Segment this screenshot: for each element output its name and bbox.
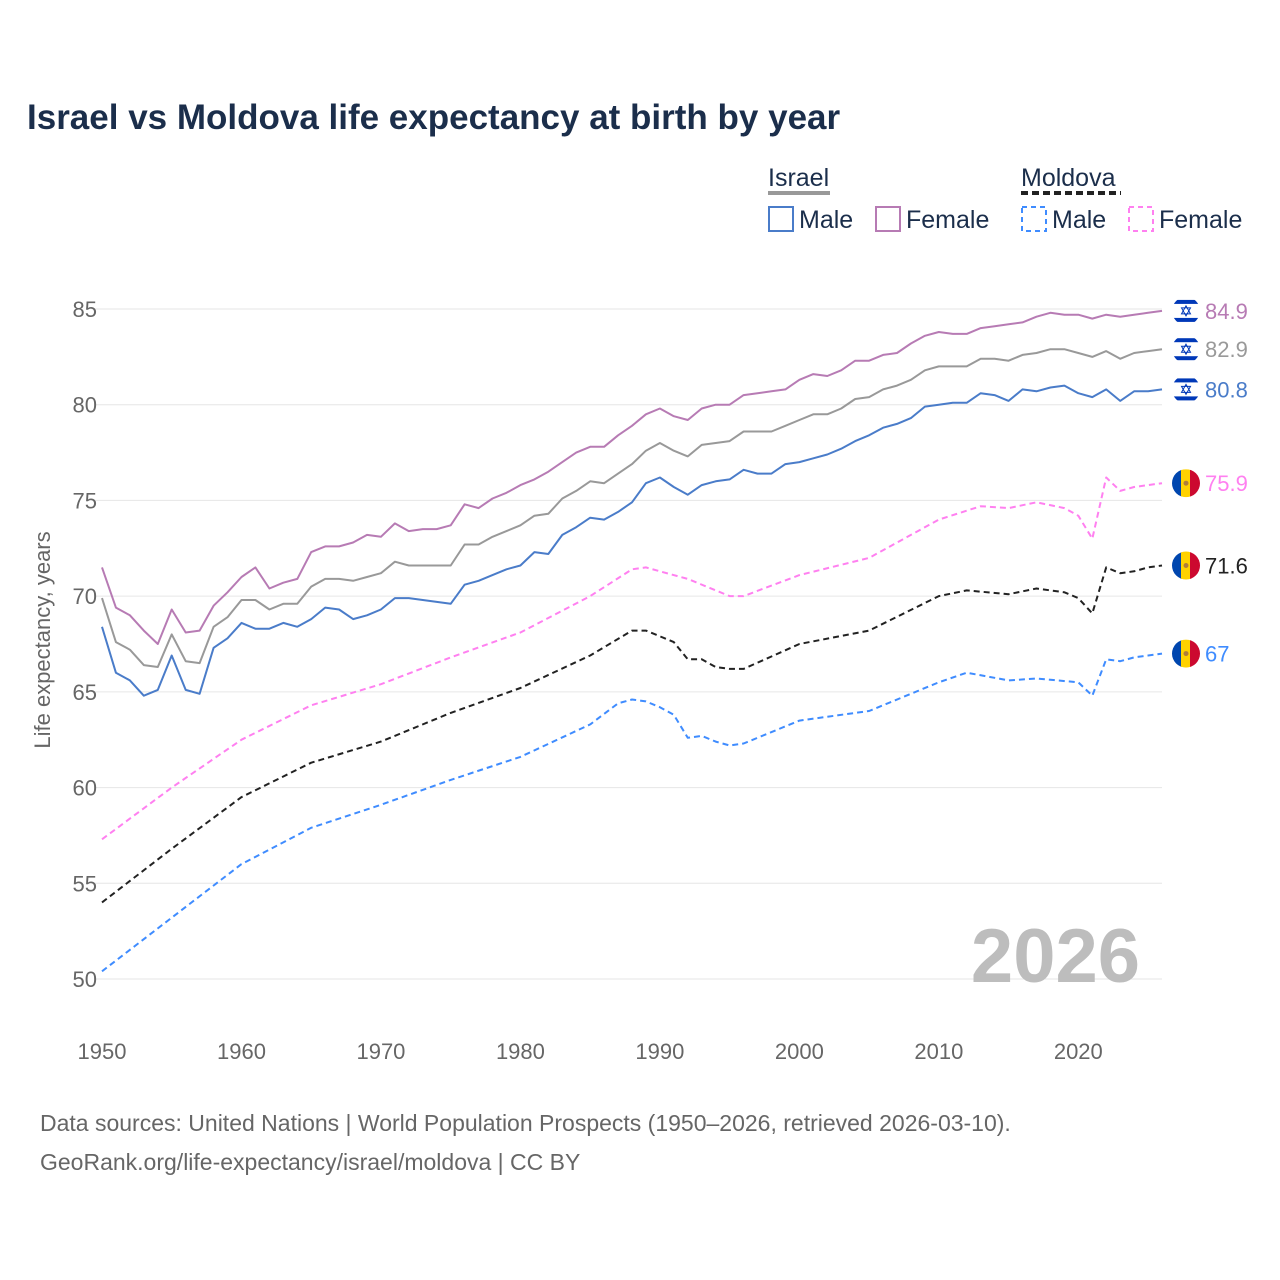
grid (95, 308, 1162, 980)
x-tick-label: 1950 (78, 1039, 127, 1064)
israel-flag-icon (1172, 375, 1200, 404)
series-line-israel-male (101, 384, 1163, 697)
legend-moldova-female-swatch (1128, 206, 1154, 232)
y-axis-label: Life expectancy, years (30, 531, 55, 748)
x-tick-label: 2010 (914, 1039, 963, 1064)
end-value-label: 75.9 (1205, 471, 1248, 496)
x-axis-ticks: 1950 1960 1970 1980 1990 2000 2010 2020 (78, 1039, 1103, 1064)
legend-israel-male-swatch (768, 206, 794, 232)
legend-moldova-female: Female (1159, 206, 1242, 234)
y-tick-label: 70 (73, 584, 97, 609)
source-line-2: GeoRank.org/life-expectancy/israel/moldo… (40, 1149, 580, 1175)
x-tick-label: 2000 (775, 1039, 824, 1064)
y-tick-label: 80 (73, 393, 97, 418)
legend-moldova-male-swatch (1021, 206, 1047, 232)
year-watermark: 2026 (971, 914, 1140, 999)
moldova-flag-icon (1172, 469, 1200, 498)
y-tick-label: 55 (73, 871, 97, 896)
y-axis-ticks: 50 55 60 65 70 75 80 85 (73, 297, 97, 992)
source-line-1: Data sources: United Nations | World Pop… (40, 1110, 1011, 1136)
legend: Israel Male Female Moldova Male Female (768, 164, 1242, 234)
series-line-israel-female (101, 309, 1163, 645)
series-lines (101, 309, 1163, 973)
end-value-label: 82.9 (1205, 337, 1248, 362)
x-tick-label: 1980 (496, 1039, 545, 1064)
legend-israel-female: Female (906, 206, 989, 234)
israel-flag-icon (1172, 335, 1200, 364)
x-tick-label: 2020 (1054, 1039, 1103, 1064)
end-value-label: 67 (1205, 642, 1229, 667)
legend-moldova-male: Male (1052, 206, 1106, 234)
legend-israel-female-swatch (875, 206, 901, 232)
x-tick-label: 1970 (356, 1039, 405, 1064)
legend-israel-male: Male (799, 206, 853, 234)
y-tick-label: 50 (73, 967, 97, 992)
end-value-label: 84.9 (1205, 299, 1248, 324)
y-tick-label: 85 (73, 297, 97, 322)
x-tick-label: 1960 (217, 1039, 266, 1064)
y-tick-label: 75 (73, 488, 97, 513)
series-line-israel (101, 348, 1163, 668)
x-tick-label: 1990 (635, 1039, 684, 1064)
y-tick-label: 60 (73, 776, 97, 801)
end-labels: 84.9 82.9 80.8 75.9 71.6 67 (1172, 296, 1248, 668)
series-line-moldova-male (101, 652, 1163, 973)
moldova-flag-icon (1172, 639, 1200, 668)
y-tick-label: 65 (73, 680, 97, 705)
series-line-moldova-female (101, 476, 1163, 841)
legend-group-israel: Israel (768, 164, 829, 192)
israel-flag-icon (1172, 296, 1200, 325)
end-value-label: 80.8 (1205, 377, 1248, 402)
chart-title: Israel vs Moldova life expectancy at bir… (27, 98, 840, 137)
end-value-label: 71.6 (1205, 554, 1248, 579)
legend-group-moldova: Moldova (1021, 164, 1116, 192)
moldova-flag-icon (1172, 551, 1200, 580)
series-line-moldova (101, 564, 1163, 904)
